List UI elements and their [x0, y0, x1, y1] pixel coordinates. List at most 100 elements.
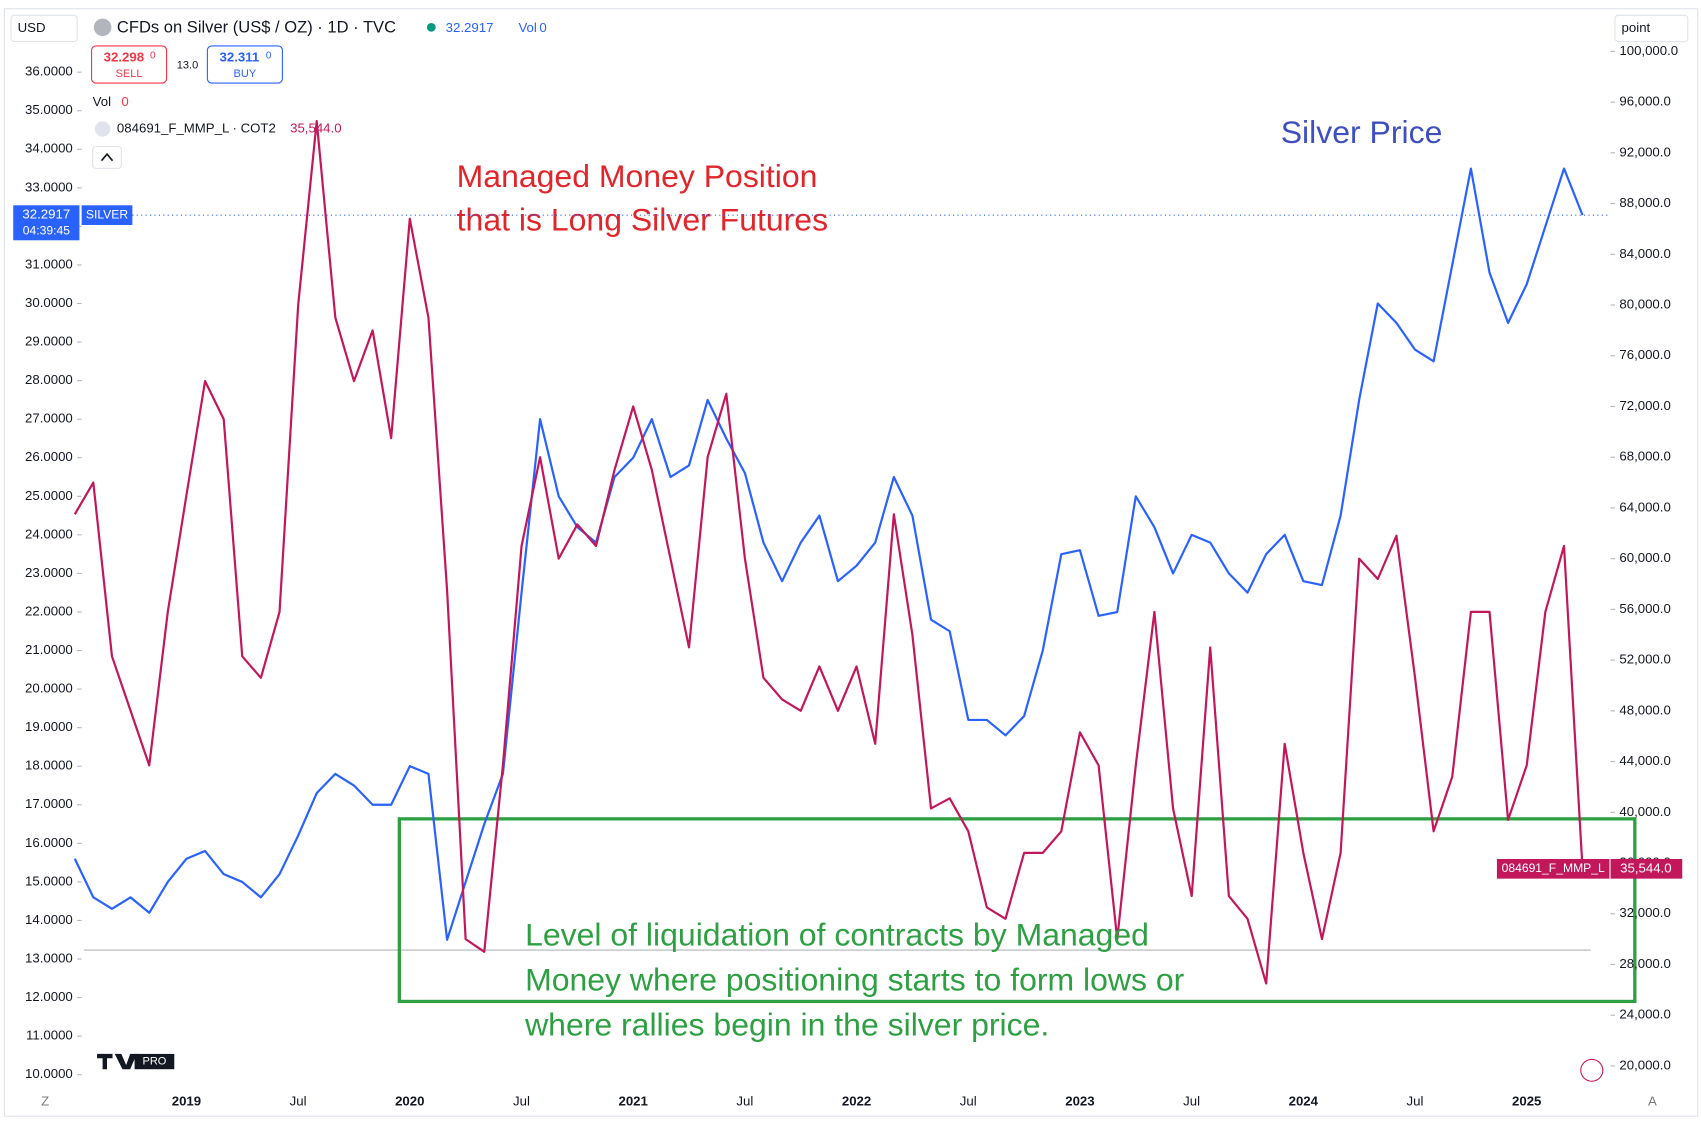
reset-button[interactable]: Z: [41, 1094, 49, 1109]
liquidation-box: [397, 817, 1637, 1004]
y-tick-label: 34.0000: [25, 141, 73, 156]
y-tick-label: 33.0000: [25, 179, 73, 194]
annotation: that is Long Silver Futures: [457, 202, 828, 238]
y-tick-label: 18.0000: [25, 758, 73, 773]
y-tick-label: 27.0000: [25, 411, 73, 426]
y2-tick-label: 28,000.0: [1619, 956, 1670, 971]
y2-tick-label: 60,000.0: [1619, 550, 1670, 565]
y2-tick-label: 68,000.0: [1619, 449, 1670, 464]
price-tag-name: SILVER: [86, 207, 129, 221]
price-tag-value: 32.2917: [22, 207, 70, 222]
y-tick-label: 16.0000: [25, 835, 73, 850]
y-tick-label: 21.0000: [25, 642, 73, 657]
scale-mode-button[interactable]: [1614, 14, 1689, 43]
y-tick-label: 36.0000: [25, 64, 73, 79]
annotation: Money where positioning starts to form l…: [525, 962, 1185, 998]
y-tick-label: 35.0000: [25, 102, 73, 117]
y-tick-label: 15.0000: [25, 873, 73, 888]
series-line: [73, 167, 1584, 941]
y2-tick-label: 52,000.0: [1619, 652, 1670, 667]
symbol: CFDs on Silver (US$ / OZ) · 1D · TVC: [117, 19, 396, 37]
y-tick-label: 24.0000: [25, 526, 73, 541]
y-tick-label: 17.0000: [25, 796, 73, 811]
status-dot: [426, 22, 436, 32]
cot-tag-name: 084691_F_MMP_L: [1502, 861, 1605, 875]
y2-tick-label: 40,000.0: [1619, 804, 1670, 819]
y-tick-label: 11.0000: [26, 1028, 73, 1043]
y2-tick-label: 88,000.0: [1619, 195, 1670, 210]
x-tick-label: 2022: [842, 1094, 871, 1109]
sell-price: 32.298: [104, 49, 144, 64]
collapse-button[interactable]: [92, 145, 122, 169]
logo: [97, 1053, 137, 1070]
sell-button[interactable]: [91, 45, 168, 84]
logo-text: PRO: [142, 1055, 166, 1067]
buy-label: BUY: [234, 68, 257, 80]
vol-row-value: 0: [121, 94, 128, 109]
y2-tick-label: 76,000.0: [1619, 347, 1670, 362]
buy-price: 32.311: [220, 49, 260, 64]
currency-button[interactable]: [10, 14, 78, 43]
y2-tick-label: 44,000.0: [1619, 753, 1670, 768]
flag-icon: [1580, 1058, 1604, 1082]
price-tag: [13, 205, 80, 241]
y2-tick-label: 32,000.0: [1619, 905, 1670, 920]
last-price: 32.2917: [446, 20, 494, 35]
y2-tick-label: 72,000.0: [1619, 398, 1670, 413]
x-tick-label: 2021: [618, 1094, 647, 1109]
currency: USD: [18, 20, 46, 35]
y2-tick-label: 20,000.0: [1619, 1057, 1670, 1072]
y-tick-label: 12.0000: [25, 989, 73, 1004]
auto-button[interactable]: A: [1648, 1094, 1657, 1109]
cot-value: 35,544.0: [290, 121, 341, 136]
cot-tag: 35,544.0: [1620, 860, 1671, 875]
y-tick-label: 26.0000: [25, 449, 73, 464]
y-tick-label: 30.0000: [25, 295, 73, 310]
vol-label: Vol: [518, 20, 536, 35]
collapse-icon: [100, 152, 114, 162]
logo-badge: [134, 1053, 175, 1070]
sell-label: SELL: [116, 68, 143, 80]
price-tag-name-bg: [81, 205, 133, 225]
cot-tag-bg: [1610, 858, 1683, 879]
annotation: Managed Money Position: [457, 158, 818, 194]
scale-mode: point: [1622, 20, 1651, 35]
x-tick-label: 2024: [1289, 1094, 1319, 1109]
y-tick-label: 13.0000: [25, 951, 73, 966]
x-tick-label: 2019: [172, 1094, 201, 1109]
y-tick-label: 23.0000: [25, 565, 73, 580]
y-tick-label: 25.0000: [25, 488, 73, 503]
x-tick-label: 2023: [1065, 1094, 1094, 1109]
x-tick-label: Jul: [1407, 1094, 1424, 1109]
symbol-icon: [93, 18, 112, 37]
annotation: Level of liquidation of contracts by Man…: [525, 917, 1149, 953]
y2-tick-label: 64,000.0: [1619, 499, 1670, 514]
sell-digit: 0: [150, 50, 156, 61]
x-tick-label: Jul: [513, 1094, 530, 1109]
buy-button[interactable]: [206, 45, 283, 84]
spread: 13.0: [177, 60, 198, 72]
vol-value: 0: [539, 20, 546, 35]
y-tick-label: 14.0000: [25, 912, 73, 927]
y2-tick-label: 92,000.0: [1619, 144, 1670, 159]
y-tick-label: 10.0000: [25, 1066, 73, 1081]
y-tick-label: 31.0000: [25, 256, 73, 271]
frame: [3, 8, 1699, 1117]
y2-tick-label: 24,000.0: [1619, 1007, 1670, 1022]
cot-icon: [94, 121, 111, 137]
cot-tag-name-bg: [1496, 858, 1610, 879]
x-tick-label: Jul: [736, 1094, 753, 1109]
x-tick-label: 2025: [1512, 1094, 1541, 1109]
buy-digit: 0: [266, 50, 272, 61]
vol-row-label: Vol: [93, 94, 111, 109]
x-tick-label: Jul: [960, 1094, 977, 1109]
x-tick-label: Jul: [290, 1094, 307, 1109]
x-tick-label: Jul: [1183, 1094, 1200, 1109]
y-tick-label: 20.0000: [25, 681, 73, 696]
y-tick-label: 29.0000: [25, 334, 73, 349]
cot-name: 084691_F_MMP_L · COT2: [117, 121, 276, 136]
y-tick-label: 28.0000: [25, 372, 73, 387]
y-tick-label: 19.0000: [25, 719, 73, 734]
